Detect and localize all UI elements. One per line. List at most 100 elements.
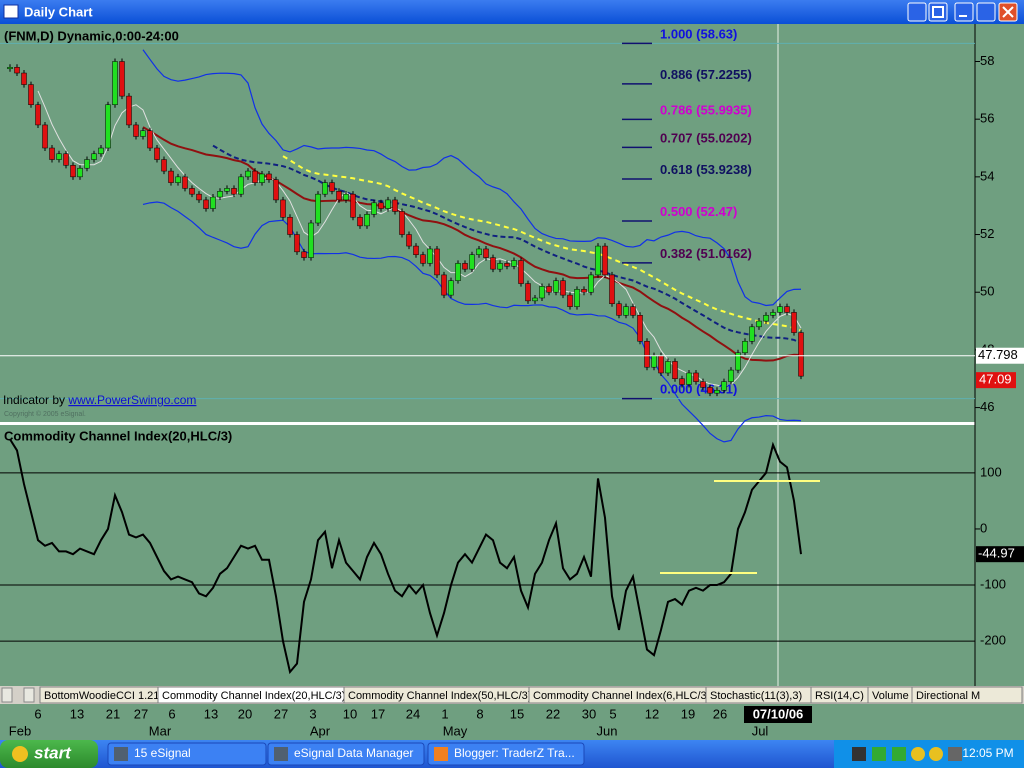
month-label: Jun (597, 723, 618, 738)
close-icon (1002, 6, 1014, 18)
month-label: May (443, 723, 468, 738)
restore-button[interactable] (976, 2, 996, 22)
candle (539, 286, 545, 299)
task-icon (114, 747, 128, 761)
candle (49, 147, 55, 160)
y-tick-label: 58 (980, 53, 994, 68)
task-button[interactable] (267, 742, 425, 766)
candle (147, 130, 153, 149)
y-tick-label: 52 (980, 226, 994, 241)
candle (105, 104, 111, 149)
task-label: eSignal Data Manager (294, 746, 413, 760)
fib-ratio: 1.000 (660, 27, 693, 42)
candle (399, 211, 405, 235)
cci-last: -44.97 (978, 546, 1015, 561)
day-label: 19 (681, 706, 695, 721)
candle (707, 387, 713, 394)
candle (504, 263, 510, 267)
candle (154, 147, 160, 160)
tray-icon[interactable] (852, 747, 866, 761)
candle (350, 193, 356, 218)
month-label: Feb (9, 723, 31, 738)
candle (42, 124, 48, 149)
day-label: 6 (34, 706, 41, 721)
month-label: Apr (310, 723, 331, 738)
price-panel (0, 24, 1024, 422)
task-button[interactable] (427, 742, 585, 766)
candle (140, 130, 146, 137)
candle (329, 182, 335, 192)
candle (259, 173, 265, 183)
candle (385, 199, 391, 209)
fib-price: (53.9238) (696, 162, 752, 177)
tab[interactable] (911, 686, 1023, 704)
candle (497, 263, 503, 270)
task-button[interactable] (107, 742, 267, 766)
fib-ratio: 0.500 (660, 204, 693, 219)
fib-price: (55.9935) (696, 103, 752, 118)
menu-button[interactable] (907, 2, 927, 22)
candle (357, 216, 363, 227)
maximize-button[interactable] (928, 2, 948, 22)
candle (700, 381, 706, 388)
candle (21, 72, 27, 85)
price-plot: 464850525456581.000 (58.63)0.886 (57.225… (0, 27, 1024, 443)
candle (476, 248, 482, 255)
candle (14, 67, 20, 74)
candle (560, 280, 566, 296)
candle (763, 315, 769, 322)
fib-price: (58.63) (696, 27, 737, 42)
date-labels: 6 13 21 27 6 13 20 27 3 10 17 24 1 8 15 22 30 5 12 19 26 Feb M… (9, 706, 769, 738)
candle (448, 280, 454, 296)
start-button[interactable] (0, 740, 98, 768)
fib-label: 0.886 (57.2255) (660, 67, 752, 82)
task-icon (434, 747, 448, 761)
cursor-date-box (744, 706, 812, 723)
day-label: 20 (238, 706, 252, 721)
minimize-button[interactable] (954, 2, 974, 22)
fib-label: 0.618 (53.9238) (660, 162, 752, 177)
candle (343, 193, 349, 201)
candle (756, 320, 762, 328)
day-label: 1 (441, 706, 448, 721)
y-tick-label: 0 (980, 520, 987, 535)
candle (112, 61, 118, 106)
candle (693, 372, 699, 382)
candle (742, 340, 748, 354)
tab-label: Commodity Channel Index(20,HLC/3) (162, 690, 345, 702)
candle (490, 257, 496, 270)
candle (28, 84, 34, 106)
tray-icon[interactable] (872, 747, 886, 761)
credit-link[interactable]: www.PowerSwingo.com (67, 393, 196, 407)
month-label: Mar (149, 723, 172, 738)
day-label: 3 (309, 706, 316, 721)
candle (168, 170, 174, 183)
task-icon (274, 747, 288, 761)
task-items: 15 eSignal eSignal Data Manager Blogger: T… (107, 742, 585, 766)
candle (35, 104, 41, 126)
tab-scroll[interactable] (23, 687, 35, 703)
candle (63, 153, 69, 166)
tray-icon[interactable] (929, 747, 943, 761)
candle (770, 312, 776, 316)
tray-icon[interactable] (911, 747, 925, 761)
tray-icons (852, 747, 962, 761)
candle (98, 147, 104, 155)
window-buttons[interactable] (907, 2, 1018, 22)
tray-icon[interactable] (948, 747, 962, 761)
tray-icon[interactable] (892, 747, 906, 761)
candle (791, 312, 797, 333)
y-tick-label: 54 (980, 168, 994, 183)
candle (273, 179, 279, 201)
fib-ratio: 0.618 (660, 162, 693, 177)
candle (392, 199, 398, 212)
candle (7, 67, 13, 70)
tab-scroll[interactable] (1, 687, 13, 703)
cursor-date: 07/10/06 (753, 706, 804, 721)
candle (637, 315, 643, 342)
candle (294, 234, 300, 253)
day-label: 13 (70, 706, 84, 721)
price-marker-box (976, 347, 1024, 364)
